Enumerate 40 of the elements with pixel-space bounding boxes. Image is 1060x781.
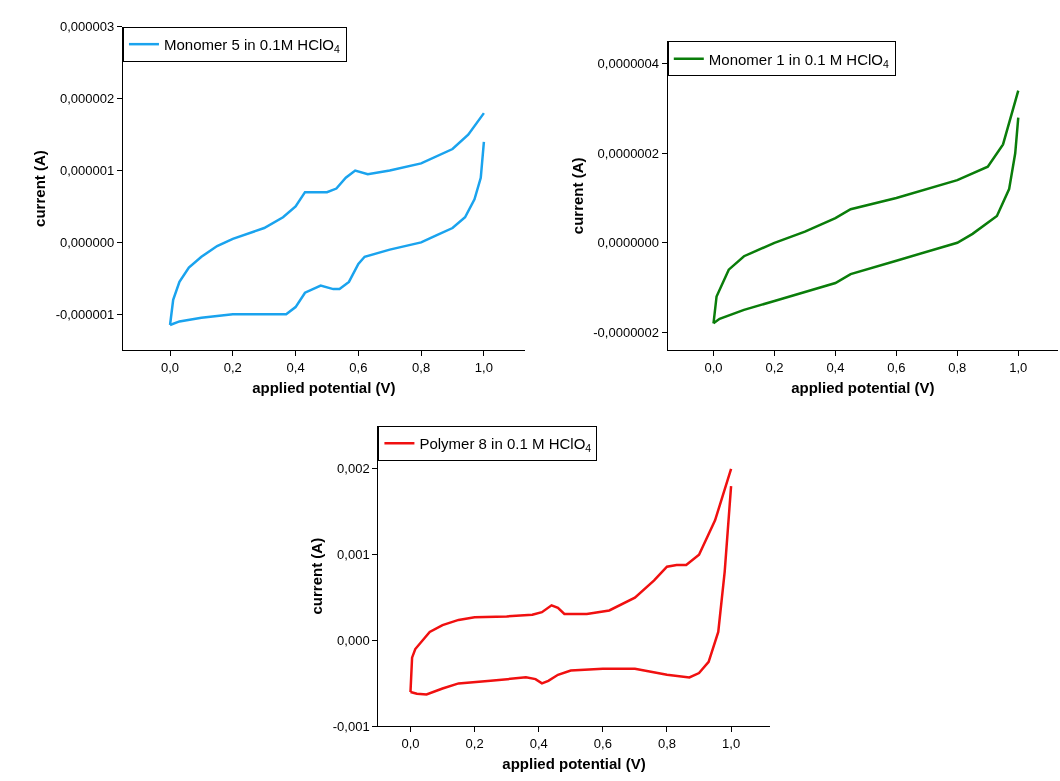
y-tick-label: 0,0000002 <box>597 145 660 161</box>
y-tick-label: -0,0000002 <box>593 324 660 340</box>
x-tick-label: 0,8 <box>657 736 677 752</box>
y-tick-label: 0,001 <box>337 547 370 563</box>
y-tick-label: 0,000001 <box>59 163 115 179</box>
legend-label: Monomer 5 in 0.1M HClO$_{4}$ <box>163 36 341 56</box>
x-tick-label: 1,0 <box>474 359 493 375</box>
legend-label: Polymer 8 in 0.1 M HClO$_{4}$ <box>419 435 592 455</box>
x-tick-label: 1,0 <box>1009 359 1028 375</box>
x-tick-label: 0,0 <box>401 736 420 752</box>
x-tick-label: 0,2 <box>765 359 784 375</box>
x-axis-title: applied potential (V) <box>252 378 396 396</box>
y-tick-label: 0,0000000 <box>597 235 660 251</box>
y-axis-title: current (A) <box>30 150 48 227</box>
x-tick-label: 0,6 <box>349 359 368 375</box>
x-tick-label: 0,6 <box>887 359 906 375</box>
y-axis-title: current (A) <box>308 537 326 615</box>
x-tick-label: 0,4 <box>826 359 845 375</box>
x-tick-label: 0,8 <box>412 359 431 375</box>
y-tick-label: 0,002 <box>337 461 370 477</box>
y-tick-label: 0,000002 <box>59 91 115 107</box>
x-tick-label: 1,0 <box>722 736 741 752</box>
x-axis-title: applied potential (V) <box>791 378 935 396</box>
y-axis-title: current (A) <box>568 157 586 235</box>
y-tick-label: -0,001 <box>332 718 370 734</box>
x-tick-label: 0,0 <box>704 359 723 375</box>
y-tick-label: 0,000000 <box>59 234 115 250</box>
x-tick-label: 0,0 <box>161 359 180 375</box>
legend-label: Monomer 1 in 0.1 M HClO$_{4}$ <box>708 50 890 70</box>
x-tick-label: 0,6 <box>593 736 612 752</box>
y-tick-label: 0,000 <box>337 633 370 649</box>
x-tick-label: 0,8 <box>948 359 967 375</box>
x-tick-label: 0,4 <box>529 736 548 752</box>
x-tick-label: 0,2 <box>223 359 242 375</box>
x-tick-label: 0,2 <box>465 736 484 752</box>
y-tick-label: -0,000001 <box>55 306 115 322</box>
x-tick-label: 0,4 <box>286 359 305 375</box>
x-axis-title: applied potential (V) <box>502 755 646 773</box>
y-tick-label: 0,0000004 <box>597 56 660 72</box>
y-tick-label: 0,000003 <box>59 19 115 35</box>
